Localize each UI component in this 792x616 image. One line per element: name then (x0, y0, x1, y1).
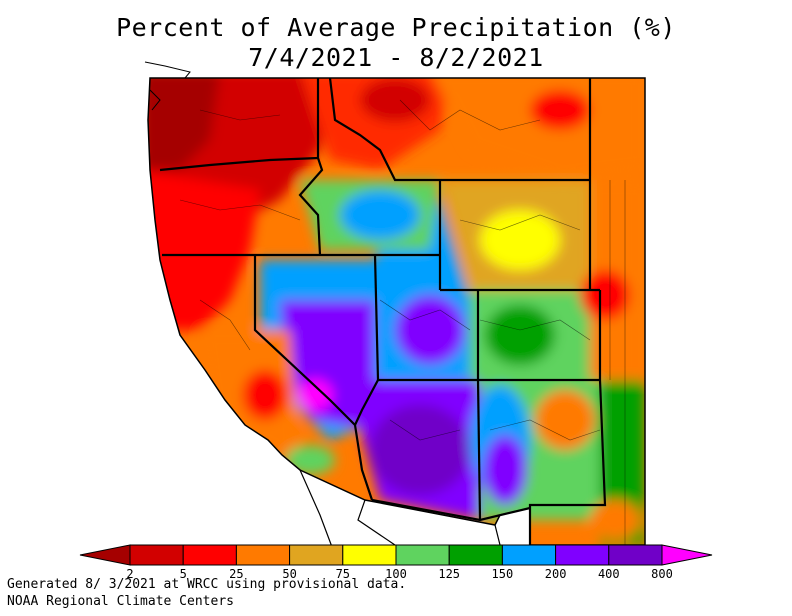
county-borders (179, 99, 626, 545)
generated-note: Generated 8/ 3/2021 at WRCC using provis… (7, 577, 407, 592)
coast-detail (144, 61, 191, 111)
source-note: NOAA Regional Climate Centers (7, 594, 234, 609)
map-outline (147, 77, 646, 546)
map-date-range: 7/4/2021 - 8/2/2021 (248, 43, 544, 72)
map-title: Percent of Average Precipitation (%) (116, 13, 676, 42)
precip-field (148, 78, 645, 545)
